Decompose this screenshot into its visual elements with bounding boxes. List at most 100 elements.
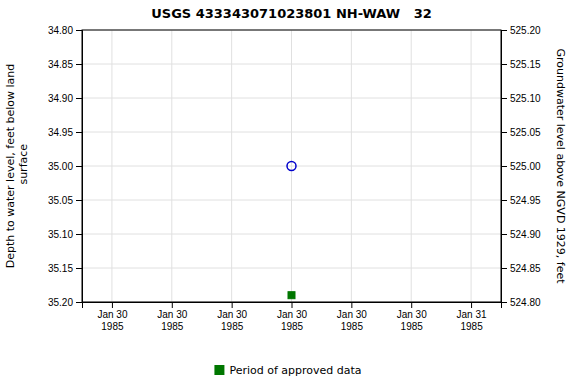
tick-label: 525.15 (510, 59, 541, 70)
tick-mark (232, 302, 233, 308)
tick-label: 35.00 (48, 161, 73, 172)
tick-mark (76, 268, 82, 269)
tick: 525.20 (501, 25, 541, 36)
grid-line (82, 234, 501, 235)
grid-line (82, 98, 501, 99)
tick: 35.05 (48, 195, 82, 206)
tick-label: 525.05 (510, 127, 541, 138)
grid-line (82, 132, 501, 133)
tick: 524.95 (501, 195, 541, 206)
grid-line (82, 200, 501, 201)
tick-label: 35.10 (48, 229, 73, 240)
tick-mark (411, 302, 412, 308)
tick-mark (501, 98, 507, 99)
tick-label: 525.20 (510, 25, 541, 36)
point (288, 292, 295, 299)
tick-mark (501, 30, 507, 31)
tick-label: Jan 301985 (337, 309, 367, 332)
tick-mark (501, 200, 507, 201)
legend-label: Period of approved data (229, 364, 361, 377)
tick-label: 524.95 (510, 195, 541, 206)
tick-label: 34.95 (48, 127, 73, 138)
tick: Jan 311985 (457, 302, 487, 332)
plot-frame (82, 30, 501, 302)
tick-mark (501, 234, 507, 235)
chart: Jan 301985 Jan 301985 Jan 301985 Jan 301985… (0, 0, 576, 384)
tick-mark (471, 302, 472, 308)
legend: Period of approved data (214, 364, 361, 377)
tick-mark (76, 64, 82, 65)
legend-item: Period of approved data (214, 364, 361, 377)
tick: Jan 301985 (97, 302, 127, 332)
tick: 525.00 (501, 161, 541, 172)
tick-mark (76, 302, 82, 303)
axis-line (83, 303, 502, 309)
y2-axis: 524.80 524.85 524.90 524.95 525.00 525.05 525.… (501, 25, 541, 308)
tick-label: Jan 301985 (97, 309, 127, 332)
tick: 34.80 (48, 25, 82, 36)
axis-line (502, 31, 508, 303)
tick-mark (501, 166, 507, 167)
tick-label: 524.80 (510, 297, 541, 308)
tick-mark (501, 64, 507, 65)
tick: 35.10 (48, 229, 82, 240)
axis-line (76, 31, 83, 303)
tick: 525.05 (501, 127, 541, 138)
tick: 524.85 (501, 263, 541, 274)
tick: Jan 301985 (337, 302, 367, 332)
tick-label: 35.05 (48, 195, 73, 206)
title: USGS 433343071023801 NH-WAW 32 (151, 6, 432, 21)
tick: Jan 301985 (397, 302, 427, 332)
tick-label: Jan 301985 (277, 309, 307, 332)
tick-label: Jan 301985 (217, 309, 247, 332)
tick-mark (76, 234, 82, 235)
tick-mark (292, 302, 293, 308)
grid-line (82, 64, 501, 65)
tick: Jan 301985 (277, 302, 307, 332)
axis-title: Groundwater level above NGVD 1929, feet (554, 48, 567, 284)
tick-mark (172, 302, 173, 308)
tick: 34.95 (48, 127, 82, 138)
tick-label: 35.20 (48, 297, 73, 308)
tick-mark (501, 268, 507, 269)
marks (287, 162, 296, 299)
tick: Jan 301985 (157, 302, 187, 332)
tick-mark (112, 302, 113, 308)
tick-label: Jan 301985 (157, 309, 187, 332)
tick-label: 34.80 (48, 25, 73, 36)
grid-line (82, 166, 501, 167)
tick: 34.85 (48, 59, 82, 70)
tick: 35.20 (48, 297, 82, 308)
tick: Jan 301985 (217, 302, 247, 332)
axis-title: Depth to water level, feet below land su… (4, 64, 30, 269)
point (287, 162, 296, 171)
plot: Jan 301985 Jan 301985 Jan 301985 Jan 301985… (4, 25, 567, 332)
tick-mark (351, 302, 352, 308)
tick: 34.90 (48, 93, 82, 104)
grid (82, 30, 501, 302)
tick-mark (76, 200, 82, 201)
tick-mark (76, 166, 82, 167)
tick-label: 525.10 (510, 93, 541, 104)
tick-label: 524.85 (510, 263, 541, 274)
tick: 35.00 (48, 161, 82, 172)
tick-label: Jan 311985 (457, 309, 487, 332)
tick-mark (501, 132, 507, 133)
tick-mark (76, 30, 82, 31)
tick: 524.80 (501, 297, 541, 308)
tick: 35.15 (48, 263, 82, 274)
y-axis: 34.80 34.85 34.90 34.95 35.00 35.05 35.10 35.15… (48, 25, 83, 308)
series (287, 162, 296, 171)
tick-mark (76, 132, 82, 133)
tick-mark (501, 302, 507, 303)
tick: 524.90 (501, 229, 541, 240)
legend-swatch (214, 365, 224, 375)
tick: 525.15 (501, 59, 541, 70)
grid-line (82, 268, 501, 269)
tick-mark (76, 98, 82, 99)
tick-label: 524.90 (510, 229, 541, 240)
tick-label: 35.15 (48, 263, 73, 274)
tick: 525.10 (501, 93, 541, 104)
tick-label: 34.85 (48, 59, 73, 70)
tick-label: 34.90 (48, 93, 73, 104)
